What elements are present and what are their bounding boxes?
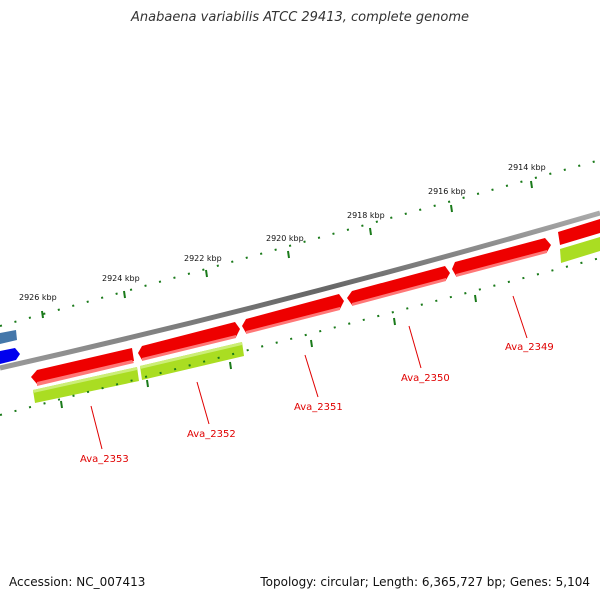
steel-feature bbox=[0, 330, 17, 344]
gene-label: Ava_2352 bbox=[187, 429, 236, 440]
major-tick bbox=[450, 204, 453, 213]
major-tick bbox=[474, 294, 477, 303]
cds-arrow bbox=[347, 266, 450, 305]
scale-label: 2916 kbp bbox=[428, 187, 466, 196]
gene-bar bbox=[33, 367, 139, 403]
inner-major-ticks bbox=[60, 294, 477, 409]
genome-summary-text: Topology: circular; Length: 6,365,727 bp… bbox=[260, 575, 590, 589]
major-tick bbox=[229, 361, 232, 370]
outer-tick-track bbox=[0, 159, 600, 327]
blue-feature bbox=[0, 348, 20, 364]
gene-labels[interactable]: Ava_2349 Ava_2350 Ava_2351 Ava_2352 Ava_… bbox=[80, 295, 554, 465]
left-edge-features[interactable] bbox=[0, 330, 20, 364]
scale-label: 2920 kbp bbox=[266, 234, 304, 243]
gene-label: Ava_2353 bbox=[80, 454, 129, 465]
outer-major-ticks bbox=[41, 180, 533, 319]
cds-shadow bbox=[37, 360, 134, 386]
major-tick bbox=[41, 310, 44, 319]
cds-arrow bbox=[31, 348, 134, 384]
gene-label: Ava_2350 bbox=[401, 373, 450, 384]
cds-track[interactable] bbox=[31, 219, 600, 386]
major-tick bbox=[60, 400, 63, 409]
gene-leader bbox=[408, 325, 422, 369]
gene-leader bbox=[196, 381, 210, 425]
major-tick bbox=[287, 250, 290, 259]
cds-arrow bbox=[558, 219, 600, 245]
scale-labels: 2914 kbp 2916 kbp 2918 kbp 2920 kbp 2922… bbox=[19, 163, 546, 302]
cds-arrow bbox=[242, 294, 344, 333]
major-tick bbox=[205, 269, 208, 278]
scale-label: 2922 kbp bbox=[184, 254, 222, 263]
genome-backbone bbox=[0, 210, 600, 371]
cds-arrow bbox=[138, 322, 240, 360]
gene-leader bbox=[90, 405, 103, 450]
major-tick bbox=[123, 290, 126, 299]
gene-leader bbox=[512, 295, 528, 339]
scale-label: 2924 kbp bbox=[102, 274, 140, 283]
accession-text: Accession: NC_007413 bbox=[9, 575, 146, 589]
major-tick bbox=[310, 339, 313, 348]
scale-label: 2926 kbp bbox=[19, 293, 57, 302]
major-tick bbox=[146, 379, 149, 388]
cds-shadow bbox=[246, 307, 340, 334]
gene-label: Ava_2351 bbox=[294, 402, 343, 413]
major-tick bbox=[369, 227, 372, 236]
gene-bar bbox=[560, 237, 600, 263]
cds-shadow bbox=[142, 335, 236, 361]
gene-label: Ava_2349 bbox=[505, 342, 554, 353]
scale-label: 2914 kbp bbox=[508, 163, 546, 172]
map-title: Anabaena variabilis ATCC 29413, complete… bbox=[131, 10, 469, 25]
gene-track[interactable] bbox=[33, 237, 600, 403]
gene-leader bbox=[304, 354, 319, 398]
cds-shadow bbox=[456, 250, 547, 277]
scale-label: 2918 kbp bbox=[347, 211, 385, 220]
gene-bar-highlight bbox=[140, 342, 242, 369]
major-tick bbox=[393, 317, 396, 326]
inner-tick-track bbox=[0, 257, 600, 416]
gene-bar-highlight bbox=[33, 367, 137, 393]
gene-bar bbox=[140, 342, 244, 380]
major-tick bbox=[530, 180, 533, 189]
cds-shadow bbox=[352, 278, 446, 306]
cds-arrow bbox=[452, 238, 551, 276]
